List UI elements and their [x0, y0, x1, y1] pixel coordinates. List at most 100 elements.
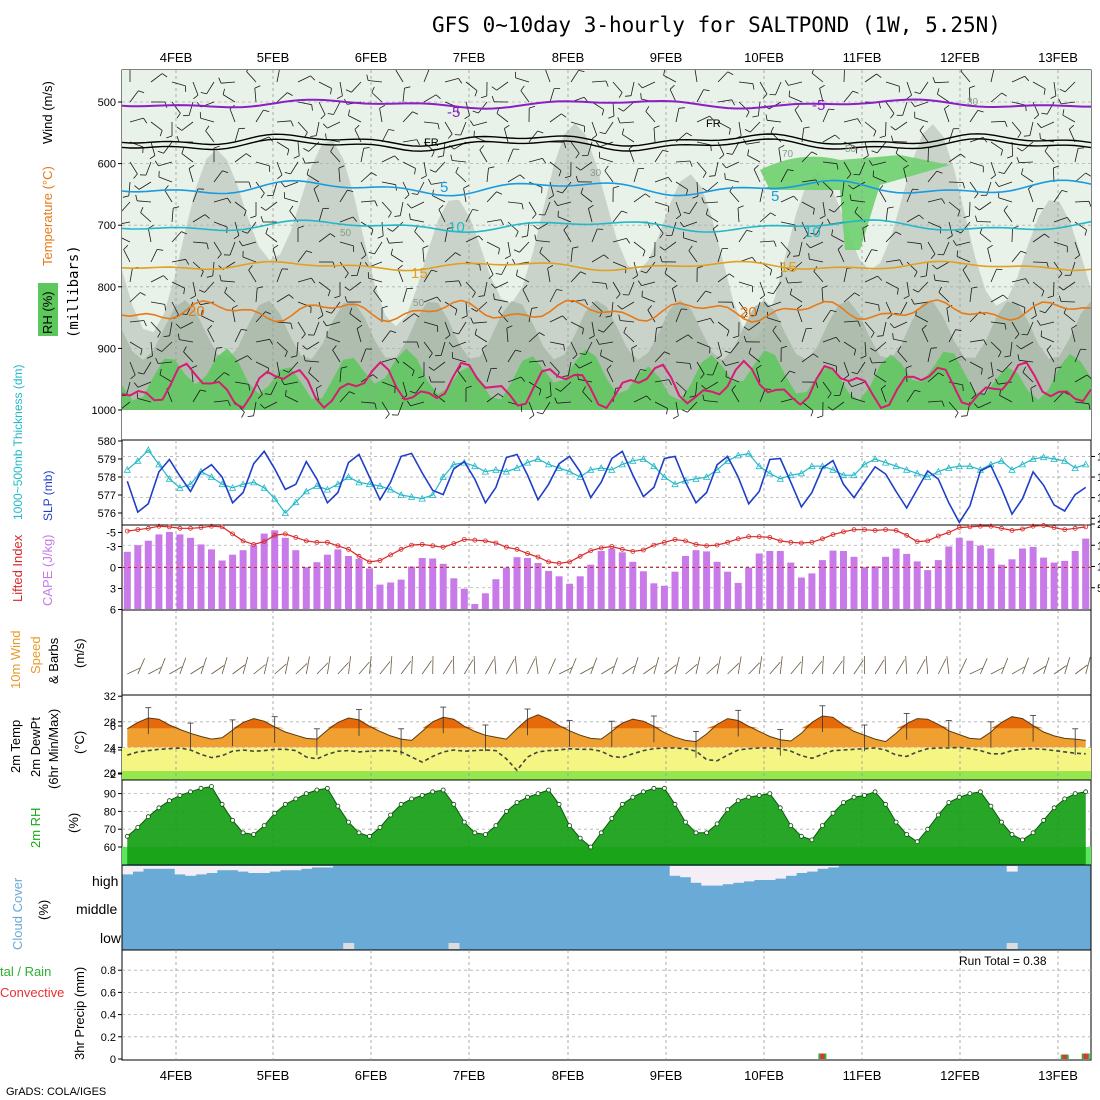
wind-barb: [599, 151, 614, 163]
wind-barb: [183, 101, 194, 117]
wind-barb: [339, 391, 355, 403]
slp-gridlines: [122, 440, 1091, 525]
thickness-point: [334, 480, 342, 488]
cape-bar: [766, 551, 774, 609]
wind-barb: [1074, 200, 1091, 208]
lifted-index-point: [398, 546, 404, 552]
wind-barb: [486, 367, 497, 383]
cape-bar: [1061, 560, 1069, 609]
lifted-index-point: [367, 559, 372, 565]
temp2m-label-a: 2m Temp: [8, 720, 23, 773]
high-cloud-gaps: [122, 866, 1018, 886]
lifted-index-point: [1051, 525, 1057, 530]
wind-barb: [843, 292, 860, 303]
lifted-index-point: [925, 538, 931, 544]
wind-barb: [793, 241, 803, 257]
wind-barb: [849, 194, 866, 203]
rh2m-point: [430, 789, 436, 795]
lifted-index-point: [704, 543, 709, 549]
thickness-point: [376, 482, 384, 489]
rh2m-point: [388, 812, 394, 818]
wind-barb: [285, 389, 299, 403]
wind10m-barb: [494, 656, 497, 675]
rh2m-label-a: 2m RH: [28, 808, 43, 848]
wind10m-barb: [653, 656, 660, 675]
wind-barb: [822, 336, 841, 343]
rh2m-point: [324, 785, 330, 791]
cape-bar: [165, 532, 173, 609]
contour-5: [122, 179, 1091, 197]
thickness-point: [808, 462, 816, 470]
wind-barb: [843, 90, 859, 103]
wind-barb: [534, 234, 551, 243]
wind-barb: [150, 301, 166, 311]
rh2m-point: [472, 830, 478, 836]
wind-barb: [831, 229, 845, 243]
wind-legend: Wind (m/s): [40, 81, 55, 144]
wind-barb: [784, 80, 803, 86]
wind-barb: [683, 231, 698, 243]
wind-barb: [339, 261, 349, 279]
wind10m-barb: [622, 665, 636, 675]
wind-barb: [579, 341, 593, 355]
cape-bar: [502, 567, 510, 609]
lifted-index-point: [514, 546, 520, 552]
thickness-point: [450, 460, 458, 468]
low-cloud-gap: [448, 943, 460, 949]
wind-barb: [1053, 261, 1063, 279]
lifted-index-point: [893, 528, 899, 533]
lifted-index-point: [219, 524, 225, 530]
wind-barb: [952, 240, 971, 246]
thickness-point: [155, 460, 163, 468]
high-cloud-gap: [1006, 866, 1018, 872]
wind-barb: [885, 101, 895, 119]
wind-barb: [570, 246, 579, 263]
wind-barb: [885, 301, 893, 320]
rh2m-point: [978, 789, 983, 795]
wind-barb: [780, 169, 794, 183]
lifted-index-point: [809, 539, 815, 545]
wind-barb: [717, 273, 735, 283]
wind10m-barb: [853, 660, 864, 675]
wind-barb: [159, 368, 173, 383]
wind-barb: [843, 161, 852, 179]
thickness-point: [1082, 460, 1090, 468]
label-5-b: 5: [771, 188, 779, 205]
wind-barb: [563, 225, 572, 243]
cape-bar: [439, 563, 447, 609]
wind-barb: [297, 75, 316, 83]
wind-barb: [224, 287, 236, 303]
lifted-index-point: [914, 539, 920, 544]
lifted-index-point: [999, 525, 1004, 531]
wind-barb: [749, 301, 761, 316]
wind10m-barb: [674, 656, 680, 675]
wind-barb: [868, 160, 887, 166]
wind-barb: [851, 391, 866, 403]
axis-tick-label: 576: [98, 508, 116, 520]
rh2m-point: [788, 823, 794, 828]
wind-barb: [234, 329, 248, 343]
wind-barb: [738, 281, 753, 293]
lifted-index-point: [303, 538, 309, 544]
thickness-point: [745, 449, 753, 457]
thickness-point: [618, 460, 626, 468]
rh2m-point: [967, 791, 973, 796]
wind-barb: [1053, 190, 1068, 203]
wind-barb: [371, 86, 383, 103]
wind-barb: [129, 361, 136, 380]
wind-barb: [234, 127, 245, 143]
cape-bar: [355, 558, 363, 609]
wind-barb: [612, 185, 620, 203]
rh2m-point: [777, 805, 783, 811]
wind-barb: [1046, 345, 1055, 363]
wind-barb: [1032, 81, 1046, 95]
axis-tick-label: 1014: [1097, 451, 1100, 463]
wind-barb: [1011, 75, 1030, 83]
wind-barb: [394, 201, 404, 217]
wind-barb: [890, 121, 908, 131]
cape-bar: [703, 551, 711, 609]
rh2m-point: [240, 830, 246, 836]
wind-barb: [869, 357, 887, 364]
wind-barb: [591, 80, 609, 87]
